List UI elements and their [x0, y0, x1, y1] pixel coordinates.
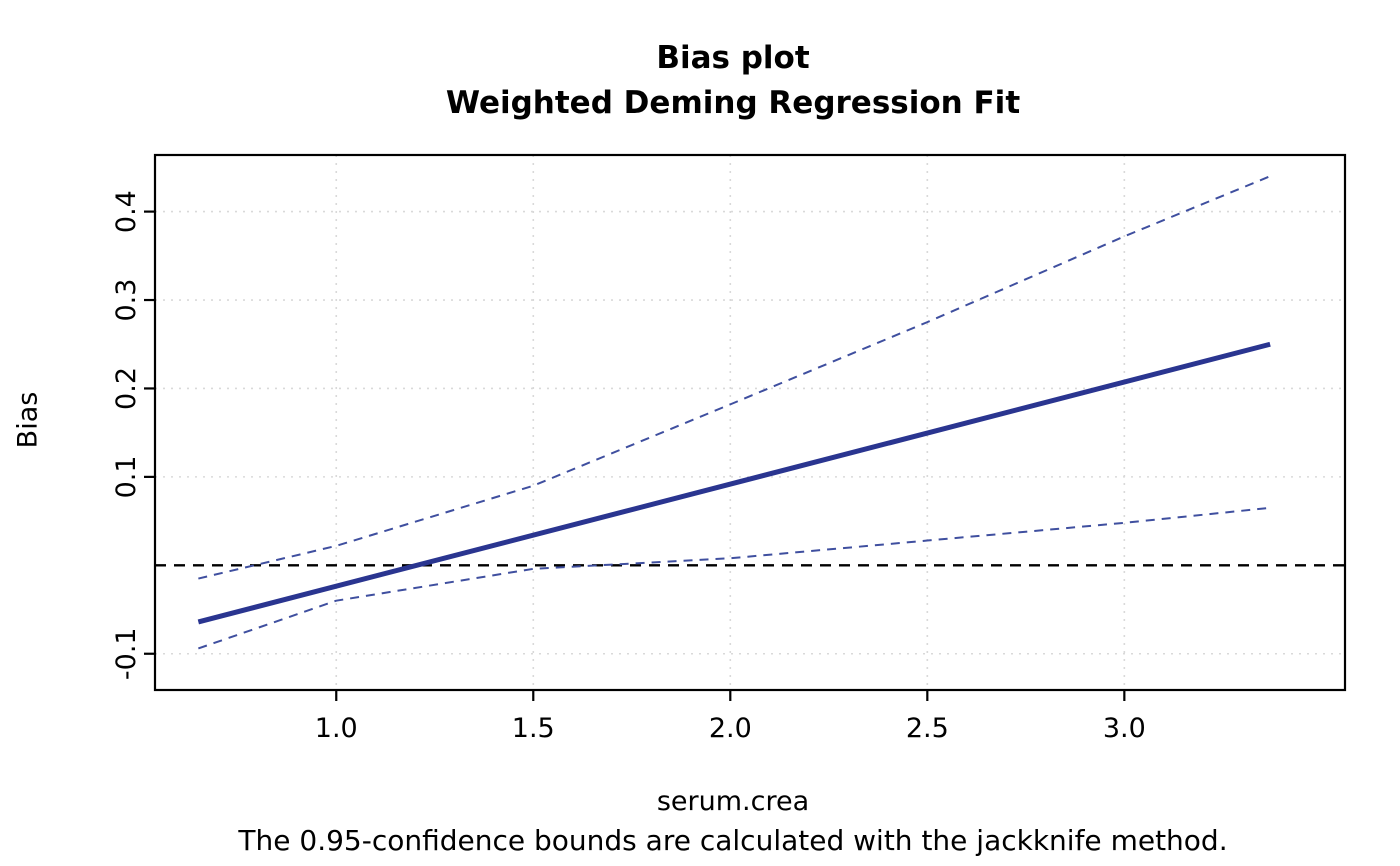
chart-subtitle: Weighted Deming Regression Fit [445, 85, 1021, 121]
series-lower-confidence-bound [198, 506, 1271, 650]
chart-title-block: Bias plot Weighted Deming Regression Fit [0, 36, 1400, 126]
y-tick-label: 0.2 [111, 367, 142, 410]
x-axis-label: serum.crea [656, 786, 810, 817]
y-tick-label: -0.1 [111, 627, 142, 680]
x-tick-label: 2.5 [906, 713, 949, 744]
y-tick-label: 0.3 [111, 279, 142, 322]
confidence-caption: The 0.95-confidence bounds are calculate… [238, 824, 1228, 857]
x-tick-label: 3.0 [1103, 713, 1146, 744]
x-tick-label: 1.0 [315, 713, 358, 744]
series-upper-confidence-bound [198, 175, 1271, 580]
series-bias-estimate [197, 341, 1271, 625]
y-tick-label: 0.4 [111, 190, 142, 233]
chart-title: Bias plot [656, 40, 810, 76]
x-tick-label: 2.0 [709, 713, 752, 744]
plot-border [153, 153, 1347, 692]
y-tick-label: 0.1 [111, 455, 142, 498]
x-tick-label: 1.5 [512, 713, 555, 744]
